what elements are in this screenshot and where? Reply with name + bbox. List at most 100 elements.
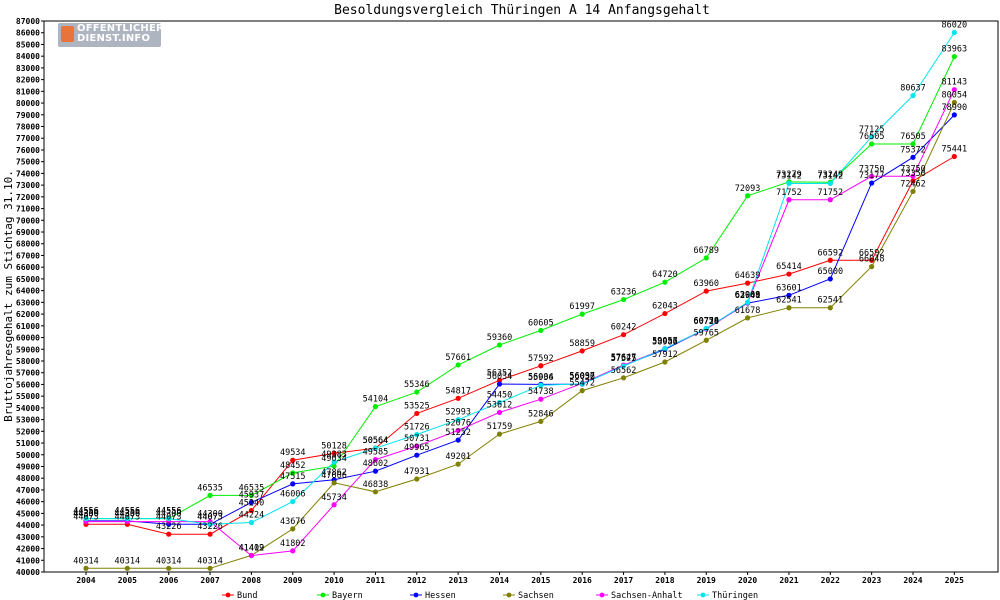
data-point-sachsen <box>579 388 585 394</box>
data-point-hessen <box>786 292 792 298</box>
data-label-th-ringen: 50564 <box>363 436 389 446</box>
data-label-th-ringen: 59057 <box>652 337 678 347</box>
data-label-sachsen: 40314 <box>115 556 141 566</box>
data-label-bund: 53525 <box>404 401 430 411</box>
data-label-bayern: 72093 <box>735 184 761 194</box>
x-tick-label: 2021 <box>779 576 798 585</box>
x-tick-label: 2013 <box>449 576 468 585</box>
data-label-hessen: 47862 <box>321 468 347 478</box>
logo-line-2: DIENST.INFO <box>77 33 151 44</box>
data-point-th-ringen <box>620 363 627 369</box>
data-label-bayern: 59360 <box>487 333 513 343</box>
y-tick-label: 84000 <box>16 52 40 61</box>
y-tick-label: 72000 <box>16 193 40 202</box>
data-point-sachsen <box>745 315 751 321</box>
data-label-th-ringen: 44556 <box>115 507 141 517</box>
data-label-hessen: 44073 <box>197 512 223 522</box>
data-label-bayern: 76505 <box>900 132 926 142</box>
series-line-th-ringen <box>86 32 955 525</box>
data-label-sachsen: 47931 <box>404 467 430 477</box>
data-point-bayern <box>703 255 709 261</box>
y-tick-label: 47000 <box>16 486 40 495</box>
y-tick-label: 69000 <box>16 228 40 237</box>
data-label-hessen: 48602 <box>363 459 389 469</box>
y-tick-label: 68000 <box>16 240 40 249</box>
data-label-th-ringen: 86020 <box>942 20 968 30</box>
data-point-hessen <box>910 154 916 160</box>
data-point-sachsen-anhalt <box>951 87 957 93</box>
data-label-sachsen-anhalt: 44300 <box>156 510 182 520</box>
data-point-hessen <box>869 180 875 186</box>
data-label-bund: 45240 <box>239 499 265 509</box>
data-point-th-ringen <box>786 180 792 187</box>
y-tick-label: 85000 <box>16 40 40 49</box>
data-label-hessen: 75372 <box>900 145 926 155</box>
x-tick-label: 2019 <box>697 576 716 585</box>
data-point-bund <box>745 280 751 286</box>
data-point-sachsen-anhalt <box>538 396 544 402</box>
data-label-sachsen-anhalt: 50731 <box>404 434 430 444</box>
legend-item-sachsen-anhalt: Sachsen-Anhalt <box>596 591 683 600</box>
y-tick-label: 51000 <box>16 439 40 448</box>
data-point-th-ringen <box>538 382 544 388</box>
x-tick-label: 2006 <box>159 576 178 585</box>
data-point-bund <box>290 457 296 463</box>
data-label-sachsen: 57912 <box>652 350 678 360</box>
data-label-hessen: 45937 <box>239 490 265 500</box>
y-tick-label: 46000 <box>16 498 40 507</box>
data-label-th-ringen: 52993 <box>445 408 471 418</box>
y-tick-label: 61000 <box>16 322 40 331</box>
y-tick-label: 59000 <box>16 345 40 354</box>
data-point-sachsen <box>910 188 916 195</box>
x-tick-label: 2008 <box>242 576 261 585</box>
y-tick-label: 50000 <box>16 451 40 460</box>
data-label-bayern: 44556 <box>156 507 182 517</box>
data-label-hessen: 65000 <box>818 267 844 277</box>
data-point-sachsen <box>703 337 709 343</box>
data-label-bund: 44073 <box>115 512 141 522</box>
series-line-hessen <box>86 114 955 525</box>
data-label-th-ringen: 80637 <box>900 84 926 94</box>
x-tick-label: 2017 <box>614 576 633 585</box>
x-tick-label: 2014 <box>490 576 509 585</box>
y-tick-label: 79000 <box>16 111 40 120</box>
y-tick-label: 41000 <box>16 556 40 565</box>
data-label-sachsen: 56562 <box>611 366 637 376</box>
data-point-bayern <box>372 404 379 410</box>
data-label-bund: 60242 <box>611 323 637 333</box>
data-label-bund: 66592 <box>859 248 885 258</box>
data-label-sachsen-anhalt: 45734 <box>321 493 347 503</box>
data-point-bund <box>786 271 792 277</box>
legend-label: Thüringen <box>712 591 758 600</box>
data-label-th-ringen: 46006 <box>280 490 306 500</box>
series-line-bayern <box>86 56 955 520</box>
data-label-hessen: 44356 <box>115 509 141 519</box>
y-tick-label: 58000 <box>16 357 40 366</box>
data-label-sachsen: 41419 <box>239 543 265 553</box>
data-label-bayern: 63236 <box>611 288 637 298</box>
data-label-sachsen-anhalt: 44300 <box>115 510 141 520</box>
legend-item-sachsen: Sachsen <box>503 591 554 600</box>
data-label-bayern: 49034 <box>321 454 347 464</box>
data-label-sachsen-anhalt: 60726 <box>693 317 719 327</box>
data-label-sachsen: 62541 <box>776 296 802 306</box>
data-label-bund: 75441 <box>942 145 968 155</box>
series-line-sachsen-anhalt <box>86 89 955 557</box>
data-point-sachsen <box>331 480 337 486</box>
data-point-hessen <box>414 452 420 458</box>
y-tick-label: 75000 <box>16 158 40 167</box>
data-label-bund: 54817 <box>445 386 471 396</box>
data-label-sachsen: 46838 <box>363 480 389 490</box>
data-label-bund: 62043 <box>652 302 678 312</box>
data-point-th-ringen <box>703 325 709 332</box>
legend-marker <box>599 592 605 598</box>
data-label-th-ringen: 73142 <box>776 171 802 181</box>
y-tick-label: 80000 <box>16 99 40 108</box>
data-label-bayern: 46535 <box>197 483 223 493</box>
y-tick-label: 52000 <box>16 427 40 436</box>
data-point-th-ringen <box>455 417 461 423</box>
y-tick-label: 70000 <box>16 216 40 225</box>
data-label-bayern: 46535 <box>239 483 265 493</box>
legend-item-th-ringen: Thüringen <box>697 591 758 600</box>
data-point-th-ringen <box>166 515 172 522</box>
